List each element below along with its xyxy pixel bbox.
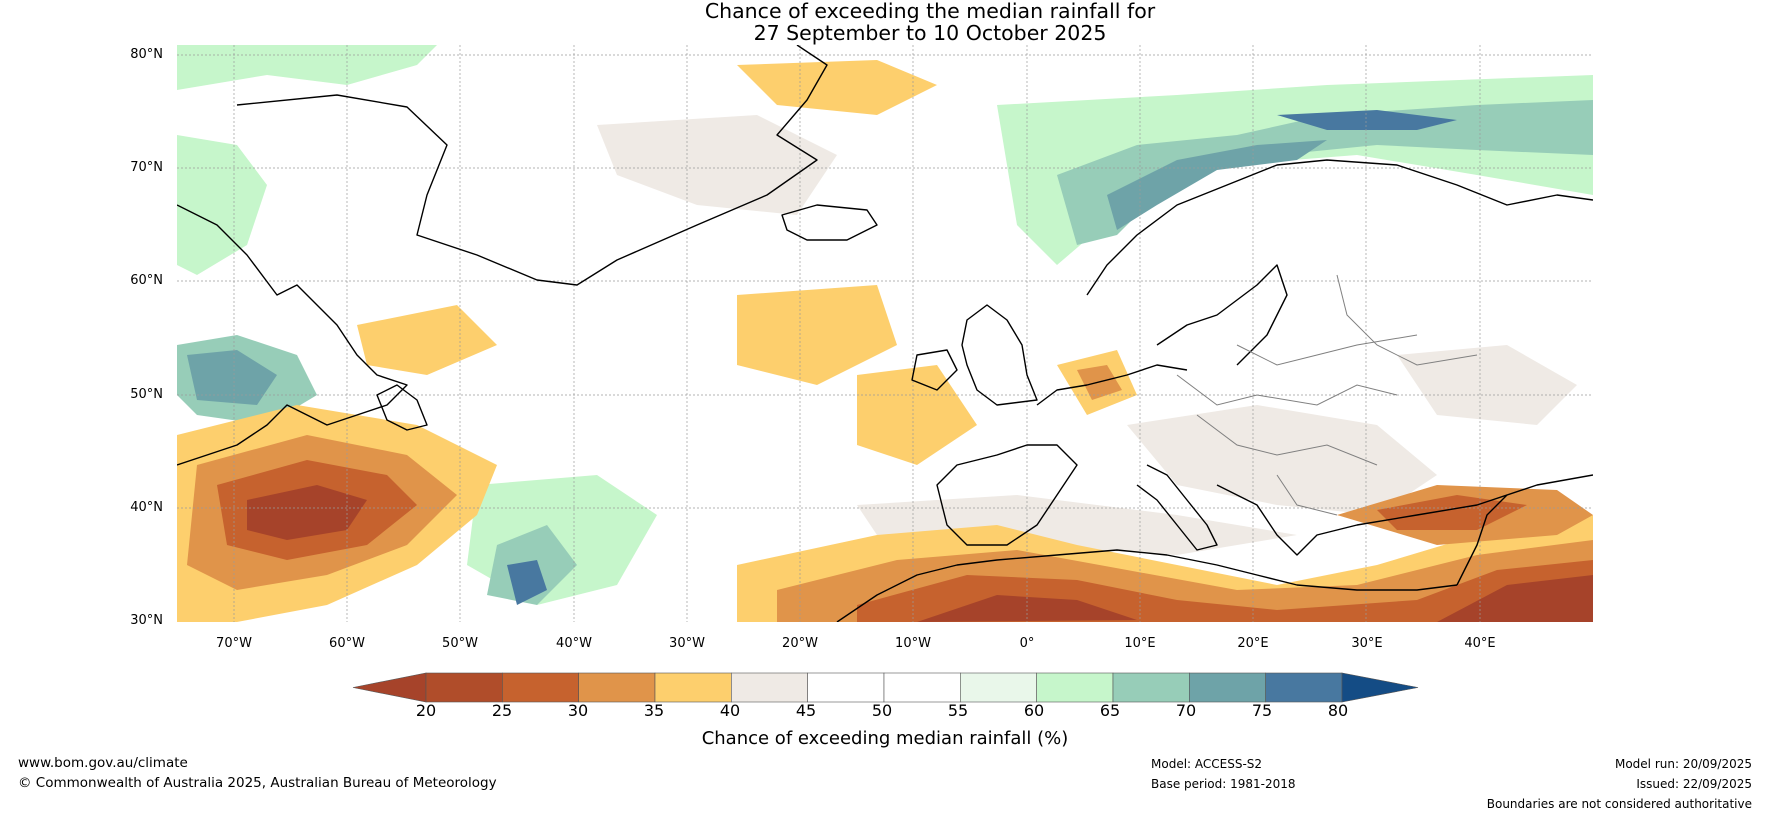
legend-swatch: [731, 673, 807, 702]
issued-text: Issued: 22/09/2025: [1636, 777, 1752, 791]
legend-swatch: [1113, 673, 1189, 702]
legend-title: Chance of exceeding median rainfall (%): [0, 728, 1770, 749]
legend-swatch: [655, 673, 731, 702]
legend-tick: 50: [862, 702, 902, 720]
legend-tick: 25: [482, 702, 522, 720]
copyright-text: © Commonwealth of Australia 2025, Austra…: [18, 775, 497, 791]
legend-arrow-low: [353, 673, 426, 702]
legend-tick: 35: [634, 702, 674, 720]
legend-tick: 80: [1318, 702, 1358, 720]
model-run-text: Model run: 20/09/2025: [1615, 757, 1752, 771]
color-legend: [0, 0, 1770, 710]
legend-swatch: [808, 673, 884, 702]
legend-tick: 60: [1014, 702, 1054, 720]
legend-tick: 75: [1242, 702, 1282, 720]
legend-tick: 40: [710, 702, 750, 720]
website-link[interactable]: www.bom.gov.au/climate: [18, 755, 188, 771]
base-period-text: Base period: 1981-2018: [1151, 777, 1296, 791]
legend-swatch: [884, 673, 960, 702]
legend-tick: 70: [1166, 702, 1206, 720]
disclaimer-text: Boundaries are not considered authoritat…: [1487, 797, 1752, 811]
legend-tick: 55: [938, 702, 978, 720]
legend-swatch: [579, 673, 655, 702]
legend-tick: 65: [1090, 702, 1130, 720]
legend-swatch: [960, 673, 1036, 702]
legend-arrow-high: [1342, 673, 1418, 702]
legend-swatch: [426, 673, 502, 702]
legend-tick: 30: [558, 702, 598, 720]
legend-swatch: [1266, 673, 1342, 702]
legend-swatch: [1037, 673, 1113, 702]
legend-tick: 20: [406, 702, 446, 720]
legend-swatch: [1189, 673, 1265, 702]
legend-tick: 45: [786, 702, 826, 720]
model-text: Model: ACCESS-S2: [1151, 757, 1262, 771]
legend-swatch: [502, 673, 578, 702]
